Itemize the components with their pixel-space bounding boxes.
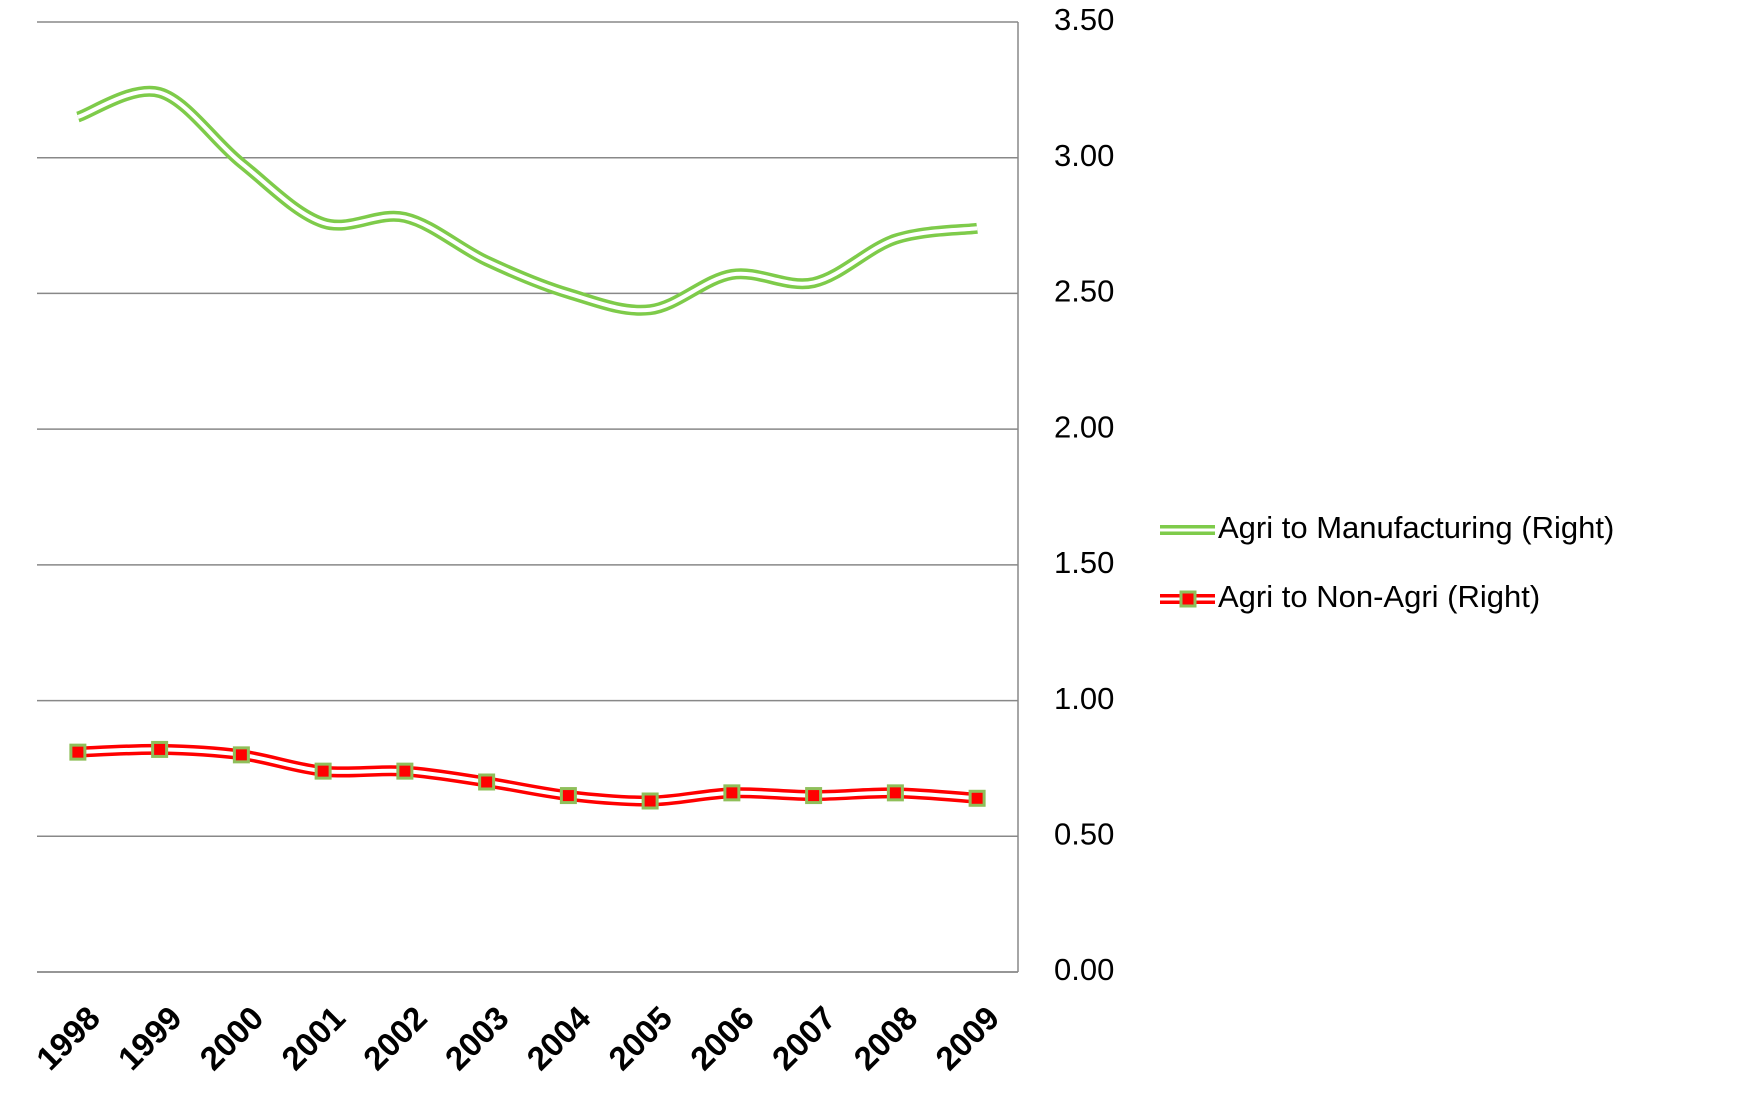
- y-tick-label: 0.00: [1054, 952, 1114, 987]
- x-tick-label: 2002: [356, 999, 434, 1077]
- y-tick-label: 2.50: [1054, 274, 1114, 309]
- x-tick-label: 2006: [683, 999, 761, 1077]
- y-tick-label: 3.00: [1054, 138, 1114, 173]
- x-tick-label: 2004: [519, 999, 598, 1078]
- legend-label: Agri to Non-Agri (Right): [1218, 579, 1540, 614]
- y-tick-label: 0.50: [1054, 816, 1114, 851]
- x-tick-label: 2009: [928, 999, 1006, 1077]
- y-tick-label: 3.50: [1054, 2, 1114, 37]
- marker: [805, 787, 823, 805]
- x-tick-label: 2008: [846, 999, 924, 1077]
- x-tick-label: 1999: [111, 999, 189, 1077]
- x-tick-label: 2001: [274, 999, 352, 1077]
- y-tick-label: 2.00: [1054, 409, 1114, 444]
- marker: [968, 789, 986, 807]
- y-tick-label: 1.00: [1054, 681, 1114, 716]
- x-tick-label: 2005: [601, 999, 679, 1077]
- marker: [69, 743, 87, 761]
- y-tick-label: 1.50: [1054, 545, 1114, 580]
- x-tick-label: 2000: [192, 999, 270, 1077]
- legend-marker: [1179, 590, 1197, 608]
- marker: [886, 784, 904, 802]
- marker: [151, 740, 169, 758]
- legend-label: Agri to Manufacturing (Right): [1218, 510, 1614, 545]
- marker: [478, 773, 496, 791]
- marker: [396, 762, 414, 780]
- line-inner: [77, 89, 978, 313]
- marker: [723, 784, 741, 802]
- marker: [232, 746, 250, 764]
- marker: [559, 787, 577, 805]
- x-tick-label: 1998: [29, 999, 107, 1077]
- marker: [314, 762, 332, 780]
- x-tick-label: 2007: [765, 999, 843, 1077]
- x-tick-label: 2003: [438, 999, 516, 1077]
- marker: [641, 792, 659, 810]
